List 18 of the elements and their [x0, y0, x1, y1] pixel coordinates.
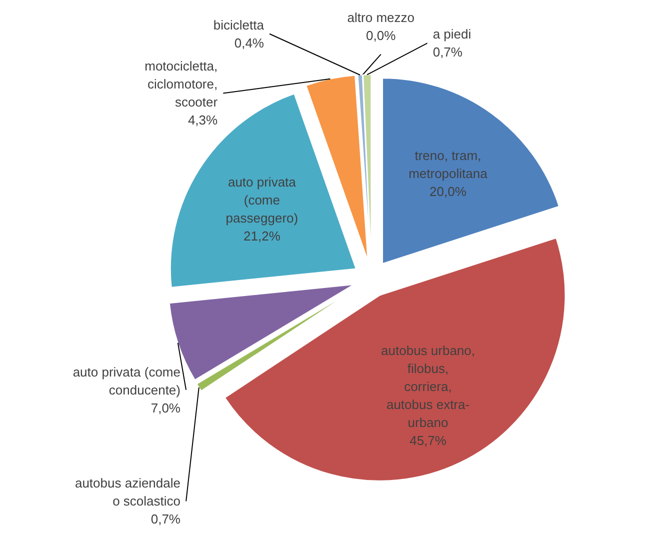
text: 0,0% — [366, 28, 396, 43]
data-label: 21,2% — [244, 228, 281, 244]
slice-label: treno, tram, metropolitana — [408, 148, 488, 182]
category-label: altro mezzo — [347, 10, 414, 25]
slice-label: auto privata (come passeggero) — [226, 174, 298, 226]
slice-label: bicicletta — [213, 17, 265, 32]
slice-label: motocicletta, ciclomotore, scooter — [144, 58, 218, 110]
slice-label: auto privata (come conducente) — [72, 364, 180, 398]
slice-label: autobus urbano, filobus, corriera, autobus extra-urbano — [381, 343, 476, 430]
data-label: 20,0% — [430, 184, 467, 200]
data-label: 0,4% — [234, 35, 264, 50]
slice-label: a piedi — [432, 26, 472, 42]
data-label: 7,0% — [150, 400, 181, 416]
data-label: 45,7% — [410, 433, 447, 448]
data-label: 4,3% — [188, 112, 218, 128]
data-label: 0,7% — [150, 512, 181, 527]
slice-label: autobus aziendale o scolastico — [74, 476, 180, 509]
data-label: 0,7% — [432, 44, 463, 60]
